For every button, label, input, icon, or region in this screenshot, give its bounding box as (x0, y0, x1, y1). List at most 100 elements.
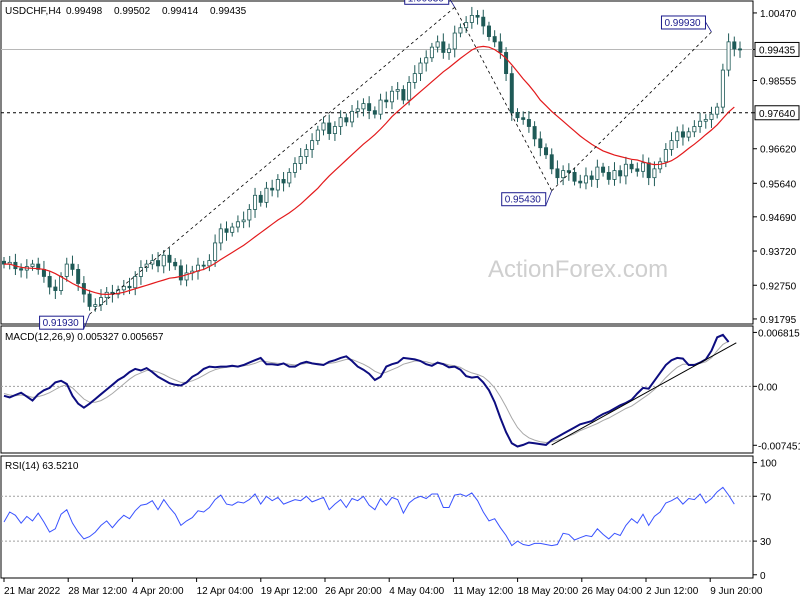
candle-body (64, 263, 69, 277)
x-tick-label: 21 Mar 2022 (4, 586, 61, 597)
candle-body (59, 276, 64, 291)
candle-body (36, 263, 41, 270)
candle-body (441, 41, 446, 53)
annotation-label: 0.95430 (505, 195, 542, 206)
candle-body (646, 162, 651, 179)
x-tick-label: 4 May 04:00 (389, 586, 444, 597)
support-level-box (754, 105, 800, 121)
candle-body (93, 304, 98, 307)
annotation-label: 0.91930 (43, 318, 80, 329)
candle-body (275, 179, 280, 191)
price-annotations: 0.91930 1.00630 0.95430 0.99930 (39, 0, 712, 330)
candle-body (30, 263, 35, 267)
candle-body (19, 268, 24, 271)
rsi-levels (1, 495, 753, 542)
candle-body (53, 286, 58, 291)
candle-body (224, 228, 229, 233)
macd-y-tick-label: 0.006815 (758, 328, 800, 339)
candle-body (178, 265, 183, 281)
candle-body (344, 117, 349, 123)
last-price-box-label: 0.99435 (759, 45, 796, 56)
moving-average-line (4, 45, 735, 296)
candle-body (401, 89, 406, 101)
price-levels (1, 48, 753, 114)
candle-body (315, 129, 320, 142)
x-tick-label: 18 May 20:00 (518, 586, 579, 597)
candle-body (686, 131, 691, 138)
candle-body (207, 260, 212, 267)
macd-panel (0, 325, 754, 454)
candle-body (464, 22, 469, 29)
candle-body (213, 242, 218, 261)
candle-body (241, 219, 246, 223)
price-panel (0, 0, 754, 325)
candle-body (127, 285, 132, 289)
price-candles (2, 6, 743, 312)
candle-body (70, 263, 75, 270)
candle-body (720, 69, 725, 108)
candle-body (635, 168, 640, 172)
macd-support-trendline (551, 342, 737, 446)
candle-body (418, 62, 423, 75)
price-y-tick-label: 0.96620 (760, 145, 797, 156)
annotation-label: 0.99930 (664, 18, 701, 29)
candle-body (475, 15, 480, 18)
candle-body (578, 180, 583, 184)
candle-body (566, 170, 571, 173)
candle-body (572, 171, 577, 182)
annotation-label: 1.00630 (408, 0, 445, 4)
candle-body (350, 110, 355, 123)
swing-trendline (454, 7, 553, 191)
rsi-y-axis: 100 70 30 0 (753, 459, 777, 582)
macd-title: MACD(12,26,9) 0.005327 0.005657 (5, 332, 164, 343)
macd-trendline (551, 342, 737, 446)
candle-body (532, 126, 537, 140)
candle-body (618, 170, 623, 177)
candle-body (709, 113, 714, 120)
x-tick-label: 4 Apr 20:00 (132, 586, 184, 597)
macd-y-axis: 0.006815 0.00 -0.007451 (753, 328, 800, 452)
candle-body (583, 175, 588, 184)
candle-body (138, 267, 143, 277)
candle-body (515, 112, 520, 119)
candle-body (361, 103, 366, 110)
annotation-leader (705, 21, 712, 33)
candle-body (372, 110, 377, 115)
candle-body (492, 36, 497, 43)
macd-y-tick-label: 0.00 (758, 382, 778, 393)
candle-body (675, 131, 680, 142)
candle-body (538, 138, 543, 149)
candle-body (378, 99, 383, 115)
rsi-y-tick-label: 30 (760, 537, 772, 548)
candle-body (447, 48, 452, 53)
candle-body (338, 117, 343, 127)
candle-body (201, 264, 206, 267)
candle-body (367, 103, 372, 112)
candle-body (304, 149, 309, 157)
candle-body (87, 293, 92, 307)
price-y-tick-label: 0.91795 (760, 315, 797, 326)
candle-body (281, 179, 286, 184)
candle-body (658, 161, 663, 170)
x-tick-label: 28 Mar 12:00 (68, 586, 127, 597)
candle-body (641, 162, 646, 172)
candle-body (544, 147, 549, 156)
annotation-leader (83, 314, 90, 330)
candle-body (156, 260, 161, 267)
candle-body (310, 140, 315, 150)
annotation-leader (449, 0, 456, 8)
annotation-box (39, 315, 85, 330)
candle-body (235, 221, 240, 228)
candle-body (555, 168, 560, 179)
macd-line (3, 333, 730, 448)
candle-body (601, 166, 606, 173)
candle-body (287, 171, 292, 184)
rsi-title: RSI(14) 63.5210 (5, 461, 79, 472)
x-tick-label: 2 Jun 12:00 (646, 586, 699, 597)
x-tick-label: 9 Jun 20:00 (710, 586, 763, 597)
swing-trendline (89, 6, 455, 315)
candle-body (561, 170, 566, 179)
candle-body (652, 168, 657, 179)
candle-body (726, 41, 731, 71)
